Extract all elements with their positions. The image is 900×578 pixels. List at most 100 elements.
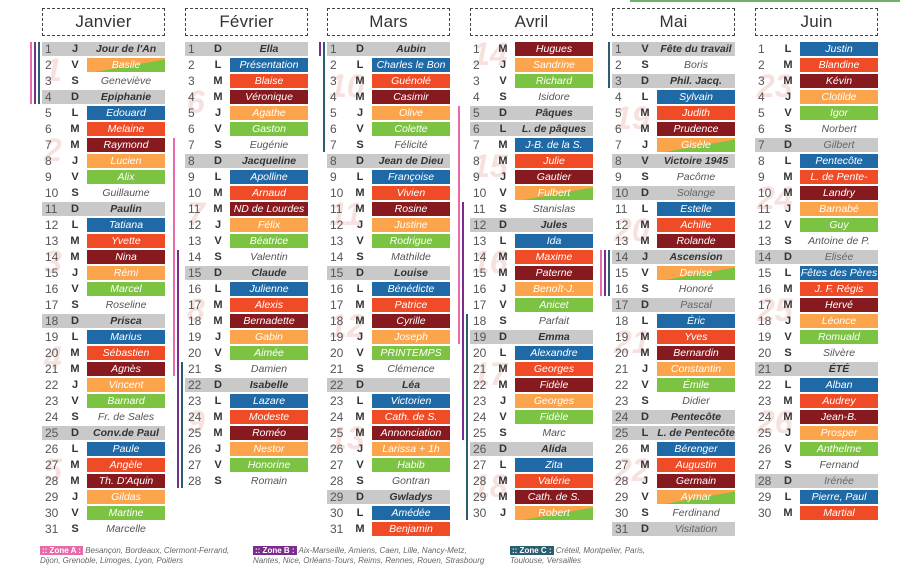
day-row[interactable]: 6 L L. de pâques bbox=[470, 122, 593, 136]
day-row[interactable]: 2 J Sandrine bbox=[470, 58, 593, 72]
day-row[interactable]: 6 4 M Véronique bbox=[185, 86, 308, 118]
day-row[interactable]: 8 D Jacqueline bbox=[185, 154, 308, 168]
day-row[interactable]: 8 L Pentecôte bbox=[755, 154, 878, 168]
day-row[interactable]: 29 V Aymar bbox=[612, 490, 735, 504]
day-row[interactable]: 17 S Roseline bbox=[42, 298, 165, 312]
day-row[interactable]: 26 J Nestor bbox=[185, 442, 308, 456]
day-row[interactable]: 21 19 M Yves bbox=[612, 326, 735, 358]
day-row[interactable]: 21 S Damien bbox=[185, 362, 308, 376]
day-row[interactable]: 8 V Victoire 1945 bbox=[612, 154, 735, 168]
day-row[interactable]: 4 D Epiphanie bbox=[42, 90, 165, 104]
day-row[interactable]: 15 J Rémi bbox=[42, 266, 165, 280]
day-row[interactable]: 6 V Gaston bbox=[185, 122, 308, 136]
day-row[interactable]: 2 L Présentation bbox=[185, 58, 308, 72]
day-row[interactable]: 3 M Blaise bbox=[185, 74, 308, 88]
day-row[interactable]: 7 J Gisèle bbox=[612, 138, 735, 152]
day-row[interactable]: 6 S Norbert bbox=[755, 122, 878, 136]
day-row[interactable]: 31 S Marcelle bbox=[42, 522, 165, 536]
day-row[interactable]: 15 D Claude bbox=[185, 266, 308, 280]
day-row[interactable]: 30 L Amédée bbox=[327, 506, 450, 520]
day-row[interactable]: 22 J Vincent bbox=[42, 378, 165, 392]
day-row[interactable]: 11 S Stanislas bbox=[470, 202, 593, 216]
day-row[interactable]: 26 24 M Jean-B. bbox=[755, 406, 878, 438]
day-row[interactable]: 29 L Pierre, Paul bbox=[755, 490, 878, 504]
day-row[interactable]: 25 M Roméo bbox=[185, 426, 308, 440]
day-row[interactable]: 27 L Zita bbox=[470, 458, 593, 472]
day-row[interactable]: 24 S Fr. de Sales bbox=[42, 410, 165, 424]
day-row[interactable]: 25 L L. de Pentecôte bbox=[612, 426, 735, 440]
day-row[interactable]: 2 S Boris bbox=[612, 58, 735, 72]
day-row[interactable]: 7 11 M ND de Lourdes bbox=[185, 198, 308, 230]
day-row[interactable]: 24 10 M Landry bbox=[755, 182, 878, 214]
day-row[interactable]: 13 L Ida bbox=[470, 234, 593, 248]
day-row[interactable]: 5 27 M Angèle bbox=[42, 454, 165, 486]
day-row[interactable]: 17 21 M Georges bbox=[470, 358, 593, 390]
day-row[interactable]: 26 M Bérenger bbox=[612, 442, 735, 456]
day-row[interactable]: 9 24 M Modeste bbox=[185, 406, 308, 438]
day-row[interactable]: 29 J Gildas bbox=[42, 490, 165, 504]
day-row[interactable]: 4 S Isidore bbox=[470, 90, 593, 104]
day-row[interactable]: 17 V Anicet bbox=[470, 298, 593, 312]
day-row[interactable]: 10 S Guillaume bbox=[42, 186, 165, 200]
day-row[interactable]: 2 L Charles le Bon bbox=[327, 58, 450, 72]
day-row[interactable]: 5 J Agathe bbox=[185, 106, 308, 120]
day-row[interactable]: 14 S Mathilde bbox=[327, 250, 450, 264]
day-row[interactable]: 19 D Emma bbox=[470, 330, 593, 344]
day-row[interactable]: 1 D Ella bbox=[185, 42, 308, 56]
day-row[interactable]: 18 M Bernadette bbox=[185, 314, 308, 328]
day-row[interactable]: 13 V Béatrice bbox=[185, 234, 308, 248]
day-row[interactable]: 1 D Aubin bbox=[327, 42, 450, 56]
day-row[interactable]: 16 J Benoît-J. bbox=[470, 282, 593, 296]
day-row[interactable]: 23 L Lazare bbox=[185, 394, 308, 408]
day-row[interactable]: 12 D Jules bbox=[470, 218, 593, 232]
day-row[interactable]: 30 J Robert bbox=[470, 506, 593, 520]
day-row[interactable]: 16 L Bénédicte bbox=[327, 282, 450, 296]
day-row[interactable]: 18 D Prisca bbox=[42, 314, 165, 328]
day-row[interactable]: 24 M Cath. de S. bbox=[327, 410, 450, 424]
day-row[interactable]: 19 5 M Judith bbox=[612, 102, 735, 134]
day-row[interactable]: 1 L Justin bbox=[755, 42, 878, 56]
day-row[interactable]: 11 L Estelle bbox=[612, 202, 735, 216]
day-row[interactable]: 23 S Didier bbox=[612, 394, 735, 408]
day-row[interactable]: 13 25 M Annonciation bbox=[327, 422, 450, 454]
day-row[interactable]: 7 S Eugénie bbox=[185, 138, 308, 152]
day-row[interactable]: 20 V Aimée bbox=[185, 346, 308, 360]
day-row[interactable]: 13 M Rolande bbox=[612, 234, 735, 248]
day-row[interactable]: 6 M Prudence bbox=[612, 122, 735, 136]
day-row[interactable]: 28 S Gontran bbox=[327, 474, 450, 488]
day-row[interactable]: 19 V Romuald bbox=[755, 330, 878, 344]
day-row[interactable]: 21 M Agnès bbox=[42, 362, 165, 376]
day-row[interactable]: 31 M Benjamin bbox=[327, 522, 450, 536]
day-row[interactable]: 7 S Félicité bbox=[327, 138, 450, 152]
day-row[interactable]: 17 D Pascal bbox=[612, 298, 735, 312]
day-row[interactable]: 13 M Yvette bbox=[42, 234, 165, 248]
day-row[interactable]: 14 S Valentin bbox=[185, 250, 308, 264]
day-row[interactable]: 22 D Isabelle bbox=[185, 378, 308, 392]
day-row[interactable]: 9 L Apolline bbox=[185, 170, 308, 184]
day-row[interactable]: 3 V Richard bbox=[470, 74, 593, 88]
day-row[interactable]: 29 M Cath. de S. bbox=[470, 490, 593, 504]
day-row[interactable]: 23 M Audrey bbox=[755, 394, 878, 408]
day-row[interactable]: 14 1 M Hugues bbox=[470, 38, 593, 70]
day-row[interactable]: 18 J Léonce bbox=[755, 314, 878, 328]
day-row[interactable]: 9 M L. de Pente- bbox=[755, 170, 878, 184]
day-row[interactable]: 16 V Marcel bbox=[42, 282, 165, 296]
day-row[interactable]: 13 S Antoine de P. bbox=[755, 234, 878, 248]
day-row[interactable]: 9 L Françoise bbox=[327, 170, 450, 184]
day-row[interactable]: 23 J Georges bbox=[470, 394, 593, 408]
day-row[interactable]: 8 17 M Alexis bbox=[185, 294, 308, 326]
day-row[interactable]: 18 L Éric bbox=[612, 314, 735, 328]
day-row[interactable]: 5 D Pâques bbox=[470, 106, 593, 120]
day-row[interactable]: 16 M J. F. Régis bbox=[755, 282, 878, 296]
day-row[interactable]: 10 M Arnaud bbox=[185, 186, 308, 200]
day-row[interactable]: 28 S Romain bbox=[185, 474, 308, 488]
day-row[interactable]: 9 S Pacôme bbox=[612, 170, 735, 184]
day-row[interactable]: 8 J Lucien bbox=[42, 154, 165, 168]
day-row[interactable]: 15 8 M Julie bbox=[470, 150, 593, 182]
day-row[interactable]: 1 V Fête du travail bbox=[612, 42, 735, 56]
day-row[interactable]: 3 S Geneviève bbox=[42, 74, 165, 88]
day-row[interactable]: 5 V Igor bbox=[755, 106, 878, 120]
day-row[interactable]: 13 V Rodrigue bbox=[327, 234, 450, 248]
day-row[interactable]: 11 D Paulin bbox=[42, 202, 165, 216]
day-row[interactable]: 1 2 V Basile bbox=[42, 54, 165, 86]
